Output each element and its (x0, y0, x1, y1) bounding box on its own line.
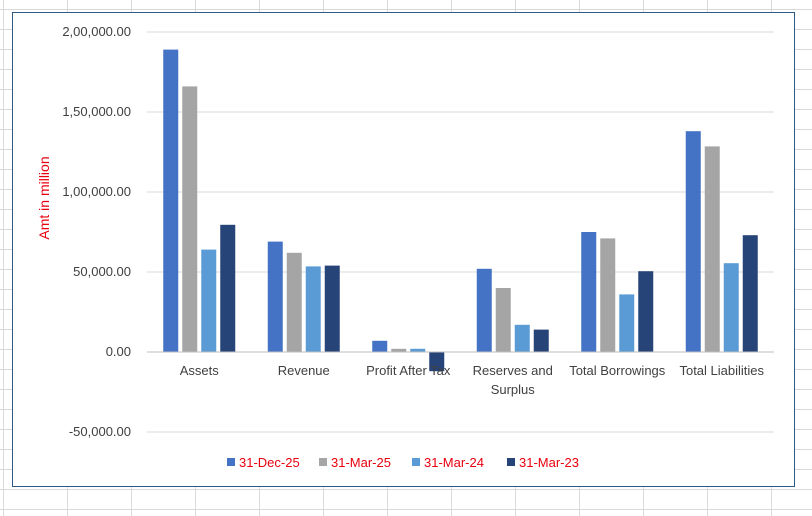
bar (267, 241, 283, 352)
bar (429, 352, 445, 372)
legend-swatch (227, 458, 235, 466)
legend-swatch (319, 458, 327, 466)
bar (533, 329, 549, 352)
bar-chart: -50,000.00 0.00 50,000.00 1,00,000.00 1,50,0… (36, 24, 774, 470)
x-tick-label-line: Total Liabilities (679, 363, 764, 378)
x-tick-label: Total Borrowings (569, 363, 666, 378)
bar (286, 252, 302, 352)
bar (600, 238, 616, 352)
bar (410, 348, 426, 352)
legend-label: 31-Dec-25 (239, 455, 300, 470)
chart-area: -50,000.00 0.00 50,000.00 1,00,000.00 1,50,0… (12, 12, 795, 487)
x-tick-label-line: Assets (180, 363, 220, 378)
legend-swatch (412, 458, 420, 466)
bar (685, 131, 701, 352)
x-tick-label: Revenue (278, 363, 330, 378)
legend-swatch (507, 458, 515, 466)
y-tick-label: 0.00 (106, 344, 131, 359)
bar (742, 235, 758, 352)
y-axis-label: Amt in million (36, 156, 52, 239)
bar (391, 348, 407, 352)
y-tick-label: 2,00,000.00 (62, 24, 131, 39)
bar (201, 249, 217, 352)
bar (495, 288, 511, 352)
bar (638, 271, 654, 352)
bar (372, 340, 388, 352)
y-tick-label: 1,00,000.00 (62, 184, 131, 199)
y-tick-label: 1,50,000.00 (62, 104, 131, 119)
x-tick-label-line: Total Borrowings (569, 363, 666, 378)
bar (220, 224, 236, 352)
bar (305, 266, 321, 352)
y-tick-label: 50,000.00 (73, 264, 131, 279)
bar (182, 86, 198, 353)
x-tick-label-line: Profit After Tax (366, 363, 451, 378)
bar (619, 294, 635, 352)
y-axis-ticks: -50,000.00 0.00 50,000.00 1,00,000.00 1,50,0… (62, 24, 131, 439)
legend-label: 31-Mar-23 (519, 455, 579, 470)
y-tick-label: -50,000.00 (69, 424, 131, 439)
x-tick-label-line: Revenue (278, 363, 330, 378)
x-tick-label: Total Liabilities (679, 363, 764, 378)
x-axis-categories: Assets Revenue Profit After Tax Reserves an… (180, 363, 765, 397)
bars (163, 49, 758, 372)
bar (476, 268, 492, 352)
x-tick-label: Profit After Tax (366, 363, 451, 378)
bar (324, 265, 340, 352)
bar (581, 232, 597, 352)
x-tick-label: Reserves and Surplus (473, 363, 553, 397)
bar (723, 263, 739, 352)
x-tick-label-line: Surplus (491, 382, 536, 397)
bar (163, 49, 179, 352)
legend-label: 31-Mar-24 (424, 455, 484, 470)
legend: 31-Dec-25 31-Mar-25 31-Mar-24 31-Mar-23 (227, 455, 579, 470)
legend-label: 31-Mar-25 (331, 455, 391, 470)
x-tick-label-line: Reserves and (473, 363, 553, 378)
bar (704, 146, 720, 352)
x-tick-label: Assets (180, 363, 220, 378)
bar (514, 324, 530, 352)
